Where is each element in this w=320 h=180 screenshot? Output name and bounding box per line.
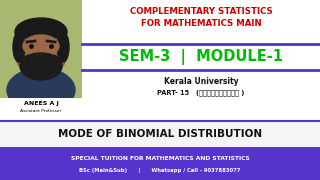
- Ellipse shape: [23, 35, 59, 57]
- Ellipse shape: [57, 32, 69, 62]
- Ellipse shape: [18, 29, 64, 75]
- Ellipse shape: [13, 32, 25, 62]
- Text: Kerala University: Kerala University: [164, 78, 238, 87]
- Text: SPECIAL TUITION FOR MATHEMATICS AND STATISTICS: SPECIAL TUITION FOR MATHEMATICS AND STAT…: [71, 156, 249, 161]
- Circle shape: [15, 26, 67, 78]
- Text: BSc (Main&Sub)      |      Whatsapp / Call - 9037883077: BSc (Main&Sub) | Whatsapp / Call - 90378…: [79, 168, 241, 173]
- Ellipse shape: [16, 20, 66, 40]
- Text: COMPLEMENTARY STATISTICS: COMPLEMENTARY STATISTICS: [130, 8, 272, 17]
- Text: PART- 15   (മലയാളത്തിൽ ): PART- 15 (മലയാളത്തിൽ ): [157, 90, 245, 96]
- Bar: [0, 147, 320, 180]
- Text: FOR MATHEMATICS MAIN: FOR MATHEMATICS MAIN: [141, 19, 261, 28]
- Text: SEM-3  |  MODULE-1: SEM-3 | MODULE-1: [119, 49, 283, 65]
- Ellipse shape: [20, 52, 62, 80]
- Ellipse shape: [15, 18, 67, 46]
- Bar: [0, 98, 82, 114]
- Bar: [0, 0, 82, 112]
- Bar: [34, 62, 48, 78]
- Text: Assistant Professor: Assistant Professor: [20, 109, 62, 113]
- Bar: [0, 121, 320, 147]
- Ellipse shape: [27, 53, 55, 63]
- Ellipse shape: [7, 68, 75, 112]
- Text: MODE OF BINOMIAL DISTRIBUTION: MODE OF BINOMIAL DISTRIBUTION: [58, 129, 262, 139]
- Text: ANEES A J: ANEES A J: [24, 102, 59, 107]
